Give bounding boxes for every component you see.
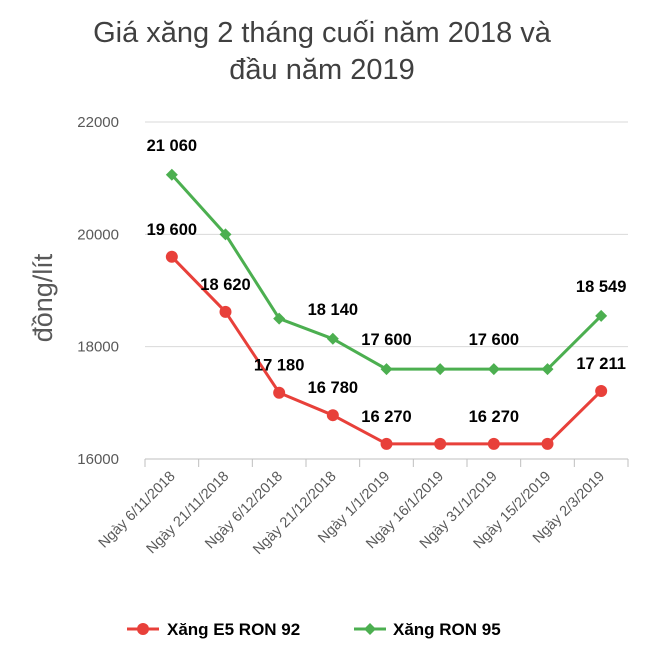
legend-label: Xăng E5 RON 92 — [167, 620, 300, 639]
data-label: 16 780 — [308, 379, 358, 397]
data-point — [434, 363, 447, 376]
data-point — [595, 309, 608, 322]
chart-title-line-2: đầu năm 2019 — [229, 54, 414, 86]
chart-title-line-1: Giá xăng 2 tháng cuối năm 2018 và — [93, 17, 552, 49]
data-label: 18 549 — [576, 278, 626, 296]
data-label: 21 060 — [147, 137, 197, 155]
legend: Xăng E5 RON 92 Xăng RON 95 — [127, 620, 501, 639]
y-tick-label: 20000 — [77, 226, 119, 243]
data-label: 19 600 — [147, 221, 197, 239]
data-point — [380, 437, 393, 450]
legend-marker — [364, 623, 376, 635]
data-point — [434, 437, 447, 450]
y-axis-label: đồng/lít — [28, 253, 58, 342]
legend-label: Xăng RON 95 — [393, 620, 501, 639]
data-point — [541, 437, 554, 450]
data-label: 17 180 — [254, 357, 304, 375]
data-label: 16 270 — [361, 408, 411, 426]
data-point — [165, 250, 178, 263]
data-label: 17 600 — [469, 331, 519, 349]
data-point — [487, 437, 500, 450]
axes — [144, 458, 629, 467]
data-point — [273, 386, 286, 399]
data-label: 18 620 — [200, 276, 250, 294]
data-label: 17 600 — [361, 331, 411, 349]
y-tick-labels: 16000 18000 20000 22000 — [77, 114, 119, 468]
y-tick-label: 16000 — [77, 451, 119, 468]
data-point — [165, 168, 178, 181]
data-point — [219, 228, 232, 241]
series-layer — [165, 168, 608, 450]
y-tick-label: 18000 — [77, 339, 119, 356]
data-point — [273, 312, 286, 325]
data-label: 17 211 — [576, 355, 626, 373]
data-point — [326, 332, 339, 345]
data-point — [380, 363, 393, 376]
data-point — [541, 363, 554, 376]
legend-marker — [137, 623, 149, 635]
data-point — [487, 363, 500, 376]
data-point — [326, 409, 339, 422]
data-label: 16 270 — [469, 408, 519, 426]
data-point — [595, 384, 608, 397]
y-tick-label: 22000 — [77, 114, 119, 131]
data-label: 18 140 — [308, 301, 358, 319]
data-point — [219, 305, 232, 318]
